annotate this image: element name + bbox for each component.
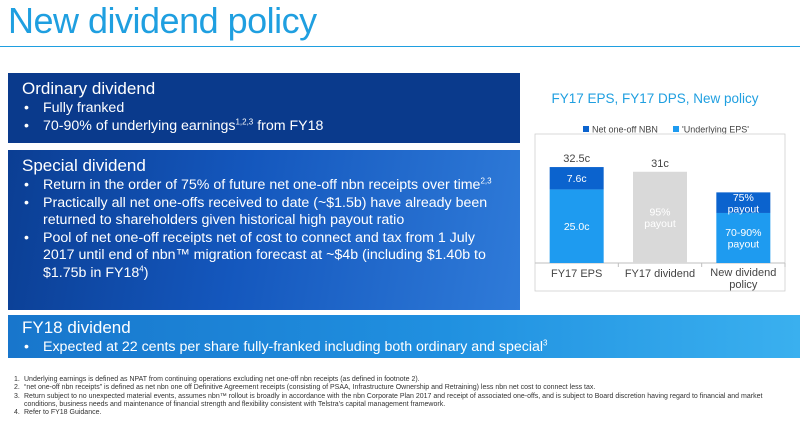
legend-swatch-2 [673,126,679,132]
footnote-4: 4. Refer to FY18 Guidance. [14,409,102,417]
bar-1-segment-1 [549,189,604,263]
special-dividend-heading: Special dividend [22,156,146,175]
ordinary-bullet-1: Fully franked [22,100,506,118]
dividend-chart: Net one-off NBN 'Underlying EPS' 25.0c 7.6c… [534,125,786,292]
bar-3-segment-2 [716,192,771,213]
footnote-1: 1. Underlying earnings is defined as NPAT… [14,376,420,383]
fy18-bullet-1: Expected at 22 cents per share fully-fra… [22,339,786,357]
legend-label-2: 'Underlying EPS' [682,125,749,135]
title-divider [0,46,800,47]
bar-3-segment-2-label: 75% payout [728,192,760,216]
bar-1-segment-2 [549,167,604,190]
fy18-dividend-heading: FY18 dividend [22,318,131,337]
page-title: New dividend policy [8,0,317,41]
bar-3-segment-1 [716,212,771,263]
special-bullet-1: Return in the order of 75% of future net… [22,177,506,195]
bar-1-segment-1-label: 25.0c [564,221,590,233]
bar-2-segment-1 [633,171,687,263]
x-tick-label-1: FY17 EPS [551,268,602,280]
ordinary-dividend-heading: Ordinary dividend [22,79,156,98]
x-tick-label-3: New dividend policy [710,267,776,291]
bar-2-total-label: 31c [651,158,669,170]
fy18-dividend-panel: FY18 dividend Expected at 22 cents per s… [8,315,800,358]
special-bullet-2: Practically all net one-offs received to… [22,195,506,230]
x-tick-label-2: FY17 dividend [625,268,695,280]
ordinary-bullet-2: 70-90% of underlying earnings1,2,3 from … [22,117,506,136]
legend-label-1: Net one-off NBN [592,125,658,135]
ordinary-dividend-panel: Ordinary dividend Fully franked 70-90% o… [8,73,520,143]
bar-2-segment-1-label: 95% payout [644,207,676,231]
special-bullet-3: Pool of net one-off receipts net of cost… [22,230,506,283]
bar-1-total-label: 32.5c [563,153,590,165]
special-dividend-panel: Special dividend Return in the order of … [8,150,520,310]
chart-title: FY17 EPS, FY17 DPS, New policy [551,91,759,106]
footnote-3: 3. Return subject to no unexpected materi… [14,392,763,408]
footnote-2: 2. “net one-off nbn receipts” is defined … [14,384,596,392]
legend-swatch-1 [583,126,589,132]
bar-1-segment-2-label: 7.6c [567,173,587,185]
footnotes: 1. Underlying earnings is defined as NPAT… [14,376,794,417]
bar-3-segment-1-label: 70-90% payout [725,227,761,251]
chart-frame [534,133,786,292]
